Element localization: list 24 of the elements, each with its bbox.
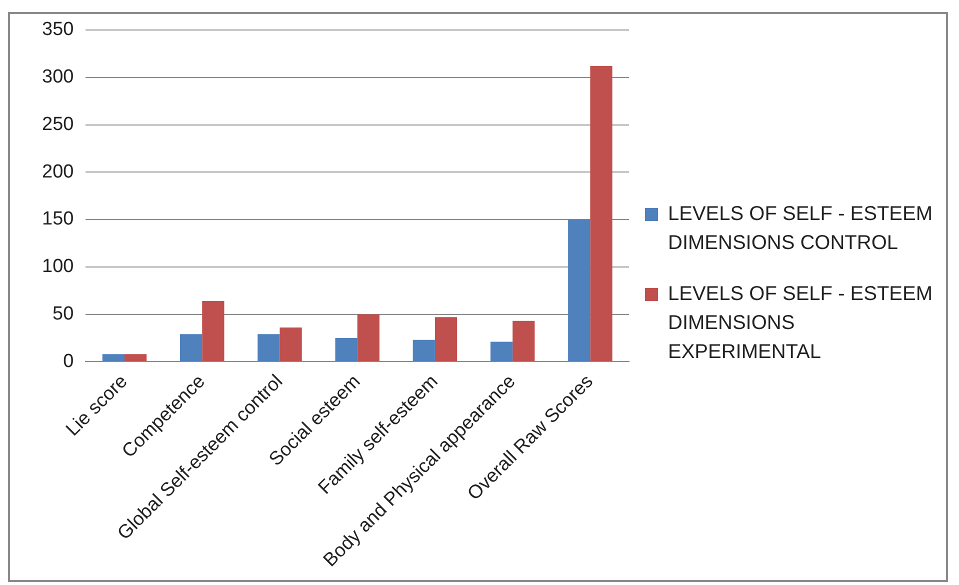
legend-label: LEVELS OF SELF - ESTEEM DIMENSIONS EXPERIMENTAL (668, 282, 934, 365)
y-tick-label: 300 (42, 66, 74, 88)
bar (335, 338, 358, 362)
bar (202, 301, 224, 362)
bar (258, 334, 280, 362)
y-tick-label: 100 (42, 256, 74, 278)
bar (280, 328, 302, 362)
bar (512, 320, 535, 362)
bar (357, 314, 380, 362)
y-tick-label: 0 (63, 350, 74, 372)
y-tick-label: 150 (42, 208, 74, 230)
y-tick-label: 350 (42, 19, 74, 40)
y-tick-label: 50 (52, 304, 74, 325)
bar (180, 334, 202, 362)
bar (434, 317, 458, 362)
bar (124, 354, 147, 362)
bar (102, 354, 125, 362)
bar (412, 340, 435, 362)
bar (590, 66, 612, 362)
bar (568, 220, 590, 362)
bar (490, 342, 513, 362)
y-tick-label: 200 (42, 161, 74, 182)
y-tick-label: 250 (42, 114, 74, 135)
legend-label: LEVELS OF SELF - ESTEEM DIMENSIONS CONTROL (668, 202, 934, 256)
